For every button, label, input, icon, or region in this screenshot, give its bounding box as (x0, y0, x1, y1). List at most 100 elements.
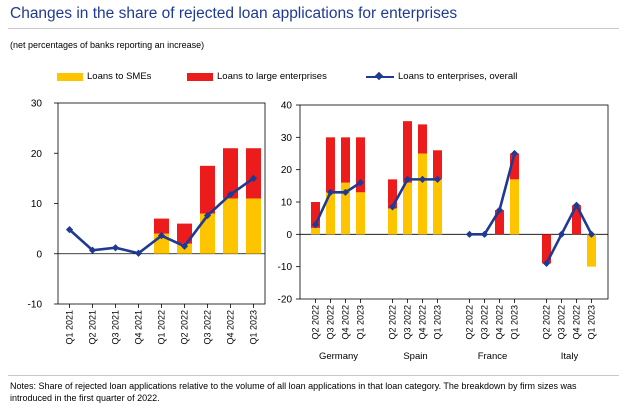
notes-divider (8, 375, 619, 376)
group-label-germany: Germany (319, 351, 358, 362)
panel1-point-overall (249, 174, 258, 182)
panel1-ytick-label: 20 (31, 149, 43, 160)
bar-large-Germany-Q3 2022 (326, 137, 335, 193)
panel2-xtick-label: Q1 2023 (510, 305, 520, 340)
panel1-xtick-label: Q3 2021 (111, 310, 121, 345)
panel2-point-overall-germany (356, 179, 365, 187)
panel2-line-overall-germany (314, 181, 362, 226)
panel1-point-overall (111, 244, 120, 252)
bar-sme-Spain-Q4 2022 (418, 153, 427, 235)
panel1-ytick-label: -10 (28, 300, 43, 311)
chart-notes: Notes: Share of rejected loan applicatio… (10, 381, 577, 403)
bar-large-Spain-Q2 2022 (388, 179, 397, 209)
panel1-ytick-label: 0 (36, 249, 42, 260)
bar-sme-Germany-Q4 2022 (341, 182, 350, 235)
panel2-point-overall-germany (311, 221, 320, 229)
panel1-point-overall (203, 211, 212, 220)
panel2-point-overall-spain (418, 175, 427, 183)
panel1-xtick-label: Q2 2022 (180, 310, 190, 345)
panel1-ytick-label: 10 (31, 199, 43, 210)
panel2-ytick-label: 30 (281, 133, 293, 144)
bar-sme-Germany-Q1 2023 (356, 192, 365, 235)
panel2-xtick-label: Q2 2022 (542, 305, 552, 340)
panel2-point-overall-italy (557, 230, 566, 238)
bar-large-Q2 2022 (177, 223, 192, 244)
legend-label-overall: Loans to enterprises, overall (398, 71, 518, 82)
legend-label-sme: Loans to SMEs (87, 71, 152, 82)
bar-sme-France-Q1 2023 (510, 179, 519, 235)
panel2-ytick-label: 20 (281, 165, 293, 176)
panel2-point-overall-france (465, 230, 474, 238)
panel1-point-overall (134, 249, 143, 257)
panel1-xtick-label: Q4 2021 (134, 310, 144, 345)
bar-large-Italy-Q4 2022 (572, 205, 581, 235)
panel2-point-overall-spain (433, 175, 442, 183)
panel2-line-overall-france (469, 153, 516, 236)
panel1-xtick-label: Q2 2021 (88, 310, 98, 345)
bar-large-France-Q1 2023 (510, 153, 519, 180)
panel2-xtick-label: Q3 2022 (326, 305, 336, 340)
panel2-point-overall-france (495, 206, 504, 214)
bar-large-Germany-Q2 2022 (311, 202, 320, 228)
bar-sme-Spain-Q2 2022 (388, 208, 397, 235)
panel1-point-overall (157, 232, 166, 240)
bar-sme-Germany-Q3 2022 (326, 192, 335, 235)
panel2-ytick-label: 0 (286, 230, 292, 241)
legend-label-large: Loans to large enterprises (217, 71, 327, 82)
panel2-line-overall-spain (391, 178, 438, 208)
bar-large-Germany-Q4 2022 (341, 137, 350, 183)
panel2-point-overall-spain (403, 175, 412, 183)
panel1-xtick-label: Q1 2023 (249, 310, 259, 345)
panel1-xtick-label: Q4 2022 (226, 310, 236, 345)
bar-sme-Germany-Q2 2022 (311, 227, 320, 235)
panel1-point-overall (88, 246, 97, 254)
bar-large-France-Q4 2022 (495, 210, 504, 235)
panel2-ytick-label: -10 (278, 262, 293, 273)
panel2-xtick-label: Q4 2022 (495, 305, 505, 340)
legend-line-overall (366, 71, 394, 81)
chart-legend: Loans to SMEs Loans to large enterprises… (0, 71, 629, 85)
group-label-italy: Italy (561, 351, 579, 362)
page-title: Changes in the share of rejected loan ap… (10, 5, 458, 22)
panel2-point-overall-france (510, 149, 519, 158)
bar-large-Germany-Q1 2023 (356, 137, 365, 193)
bar-large-Q4 2022 (223, 148, 238, 199)
legend-swatch-sme (57, 72, 83, 81)
group-label-spain: Spain (403, 351, 427, 362)
panel1-point-overall (65, 226, 74, 234)
title-divider (8, 28, 619, 29)
panel2-line-overall-italy (545, 202, 593, 265)
legend-item-overall: Loans to enterprises, overall (366, 71, 517, 82)
panel2-xtick-label: Q4 2022 (572, 305, 582, 340)
panel2-xtick-label: Q2 2022 (311, 305, 321, 340)
bar-large-Q3 2022 (200, 165, 215, 214)
panel1-point-overall (180, 242, 189, 250)
panel2-xtick-label: Q4 2022 (341, 305, 351, 340)
panel2-ytick-label: -20 (278, 295, 293, 306)
bar-large-Italy-Q2 2022 (542, 234, 551, 264)
panel2-point-overall-germany (341, 188, 350, 196)
panel2-point-overall-germany (326, 188, 335, 196)
bar-sme-Italy-Q1 2023 (587, 234, 596, 267)
panel2-xtick-label: Q3 2022 (557, 305, 567, 340)
panel2-xtick-label: Q1 2023 (356, 305, 366, 340)
panel2-xtick-label: Q3 2022 (480, 305, 490, 340)
page-subtitle: (net percentages of banks reporting an i… (10, 40, 205, 50)
bar-sme-Spain-Q3 2022 (403, 182, 412, 235)
panel1-xtick-label: Q1 2022 (157, 310, 167, 345)
panel2-xtick-label: Q2 2022 (388, 305, 398, 340)
panel2-ytick-label: 40 (281, 101, 293, 112)
bar-large-Spain-Q3 2022 (403, 121, 412, 183)
panel1-xtick-label: Q1 2021 (65, 310, 75, 345)
panel1-xtick-label: Q3 2022 (203, 310, 213, 345)
panel2-xtick-label: Q3 2022 (403, 305, 413, 340)
group-label-france: France (478, 351, 508, 362)
panel2-xtick-label: Q4 2022 (418, 305, 428, 340)
bar-large-Spain-Q4 2022 (418, 124, 427, 154)
panel2-point-overall-italy (542, 259, 551, 268)
panel2-ytick-label: 10 (281, 198, 293, 209)
bar-large-Q1 2022 (154, 218, 169, 234)
legend-item-sme: Loans to SMEs (57, 71, 151, 82)
bar-large-Spain-Q1 2023 (433, 150, 442, 180)
